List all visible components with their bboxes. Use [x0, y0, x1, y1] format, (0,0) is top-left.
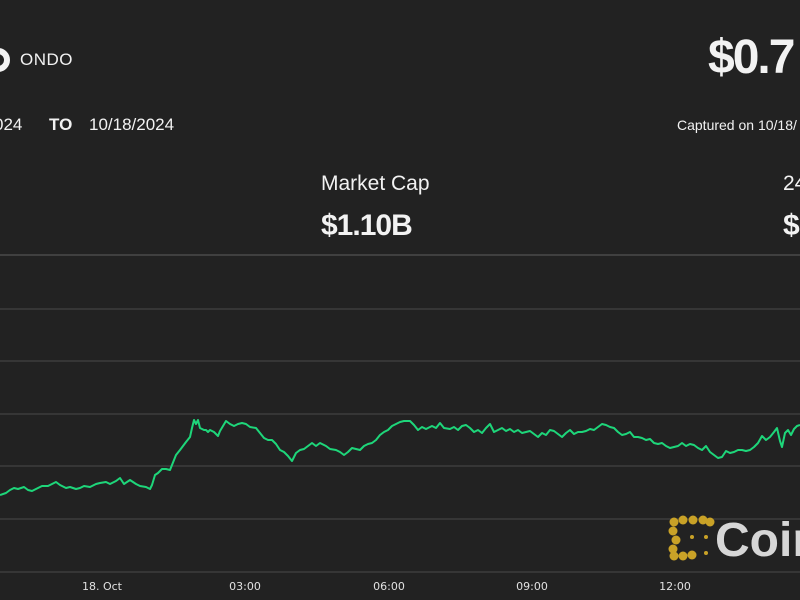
x-tick-label: 03:00: [229, 580, 261, 593]
x-tick-label: 18. Oct: [82, 580, 123, 593]
price-chart: Coin 18. Oct 03:00 06:00 09:00 12:00: [0, 254, 800, 593]
market-cap-label: Market Cap: [321, 172, 430, 195]
market-cap-value: $1.10B: [321, 209, 413, 242]
x-axis-ticks: 18. Oct 03:00 06:00 09:00 12:00: [82, 580, 691, 593]
asset-symbol: ONDO: [20, 50, 73, 69]
coindesk-logo-icon: [668, 515, 715, 561]
date-to: 10/18/2024: [89, 115, 175, 134]
price-line: [0, 419, 800, 496]
watermark-text: Coin: [715, 514, 800, 567]
date-to-label: TO: [49, 115, 73, 134]
x-tick-label: 12:00: [659, 580, 691, 593]
date-from: 024: [0, 115, 23, 134]
x-tick-label: 09:00: [516, 580, 548, 593]
captured-timestamp: Captured on 10/18/: [677, 117, 797, 133]
ondo-logo-icon: [0, 48, 10, 72]
x-tick-label: 06:00: [373, 580, 405, 593]
coindesk-watermark: Coin: [668, 514, 800, 567]
volume-24h-label: 24: [783, 172, 800, 195]
volume-24h-value: $: [783, 209, 800, 242]
current-price: $0.7: [708, 31, 795, 84]
chart-gridlines: [0, 254, 800, 573]
